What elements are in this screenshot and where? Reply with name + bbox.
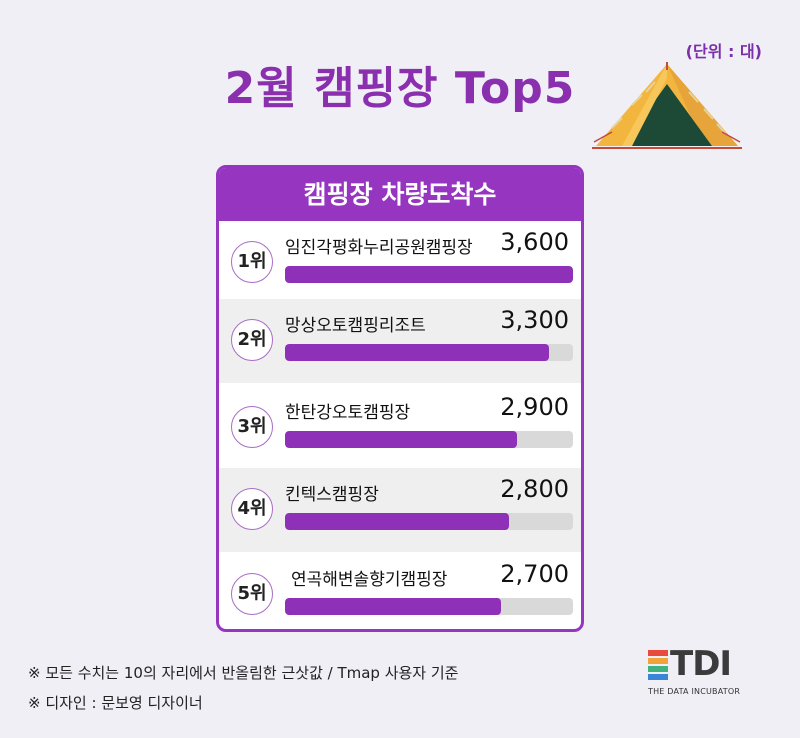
bar-track (285, 598, 573, 615)
rank-badge: 2위 (231, 319, 273, 361)
rank-badge: 4위 (231, 488, 273, 530)
value-label: 2,900 (500, 393, 569, 421)
bar-track (285, 266, 573, 283)
category-label: 연곡해변솔향기캠핑장 (291, 570, 448, 590)
bar-track (285, 513, 573, 530)
bar-row-4: 4위 킨텍스캠핑장 2,800 (219, 468, 581, 552)
page-title: 2월 캠핑장 Top5 (224, 63, 576, 114)
rank-badge: 3위 (231, 406, 273, 448)
chart-panel: 캠핑장 차량도착수 1위 임진각평화누리공원캠핑장 3,600 2위 망상오토캠핑리조트… (216, 165, 584, 632)
tdi-logo: TDI THE DATA INCUBATOR (648, 644, 760, 696)
bar-track (285, 344, 573, 361)
rank-badge: 5위 (231, 573, 273, 615)
category-label: 망상오토캠핑리조트 (285, 316, 426, 336)
logo-text: TDI (670, 644, 732, 684)
tent-icon (592, 62, 742, 149)
value-label: 2,800 (500, 475, 569, 503)
footnote-rounding: ※ 모든 수치는 10의 자리에서 반올림한 근삿값 / Tmap 사용자 기준 (28, 664, 459, 682)
bar-row-3: 3위 한탄강오토캠핑장 2,900 (219, 386, 581, 470)
bar (285, 513, 509, 530)
logo-subtitle: THE DATA INCUBATOR (648, 687, 741, 696)
bar (285, 266, 573, 283)
bar-row-5: 5위 연곡해변솔향기캠핑장 2,700 (219, 553, 581, 629)
bar (285, 598, 501, 615)
bar (285, 344, 549, 361)
value-label: 3,300 (500, 306, 569, 334)
footnote-designer: ※ 디자인 : 문보영 디자이너 (28, 694, 203, 712)
value-label: 3,600 (500, 228, 569, 256)
unit-label: (단위 : 대) (685, 42, 762, 61)
category-label: 킨텍스캠핑장 (285, 485, 379, 505)
chart-title: 캠핑장 차량도착수 (219, 168, 581, 221)
rank-badge: 1위 (231, 241, 273, 283)
value-label: 2,700 (500, 560, 569, 588)
category-label: 임진각평화누리공원캠핑장 (285, 238, 473, 258)
bar-row-1: 1위 임진각평화누리공원캠핑장 3,600 (219, 221, 581, 305)
category-label: 한탄강오토캠핑장 (285, 403, 411, 423)
logo-bars-icon (648, 650, 668, 680)
bar (285, 431, 517, 448)
bar-row-2: 2위 망상오토캠핑리조트 3,300 (219, 299, 581, 383)
bar-track (285, 431, 573, 448)
